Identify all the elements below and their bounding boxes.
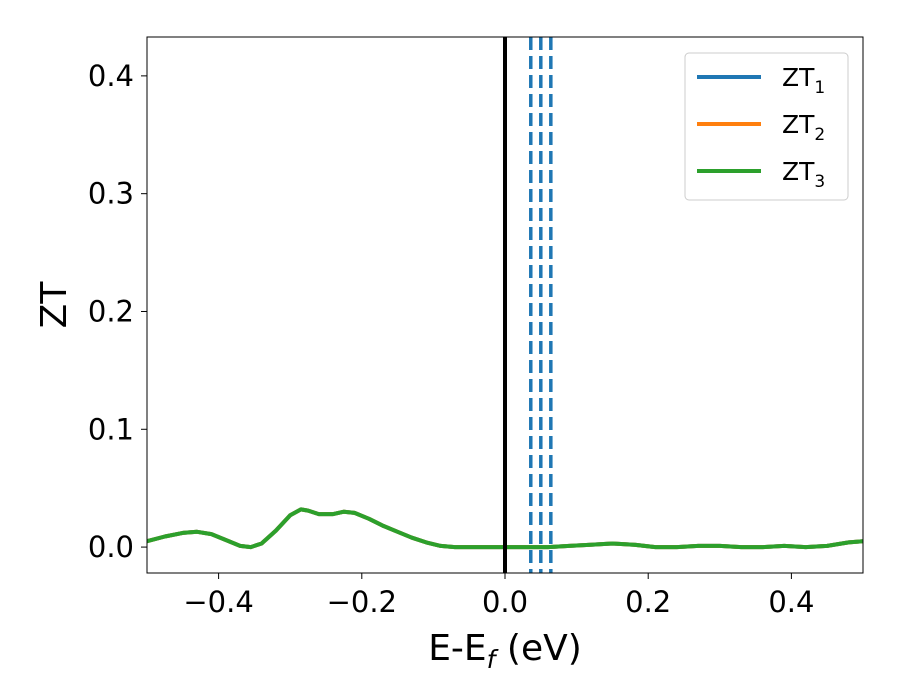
y-axis-ticks: 0.0 0.1 0.2 0.3 0.4 <box>88 59 147 564</box>
x-axis-label: E-Ef (eV) <box>428 628 582 674</box>
x-tick-label: 0.4 <box>768 585 814 619</box>
y-axis-label: ZT <box>34 281 75 329</box>
legend-label-1: ZT1 <box>782 63 825 98</box>
series-line-3 <box>147 507 863 550</box>
legend-entry-1: ZT1 <box>697 63 825 98</box>
y-tick-label: 0.2 <box>88 294 134 328</box>
legend-label-2: ZT2 <box>782 110 825 145</box>
x-tick-label: 0.0 <box>482 585 528 619</box>
y-tick-label: 0.1 <box>88 412 134 446</box>
legend-entry-2: ZT2 <box>697 110 825 145</box>
legend: ZT1 ZT2 ZT3 <box>684 52 849 201</box>
legend-box <box>684 52 849 201</box>
x-tick-label: 0.2 <box>625 585 671 619</box>
x-axis-ticks: −0.4 −0.2 0.0 0.2 0.4 <box>183 573 814 619</box>
plot-lines <box>147 37 863 573</box>
legend-label-3: ZT3 <box>782 157 825 192</box>
legend-entry-3: ZT3 <box>697 157 825 192</box>
y-tick-label: 0.0 <box>88 530 134 564</box>
x-tick-label: −0.4 <box>183 585 253 619</box>
y-tick-label: 0.4 <box>88 59 134 93</box>
x-tick-label: −0.2 <box>327 585 397 619</box>
y-tick-label: 0.3 <box>88 177 134 211</box>
